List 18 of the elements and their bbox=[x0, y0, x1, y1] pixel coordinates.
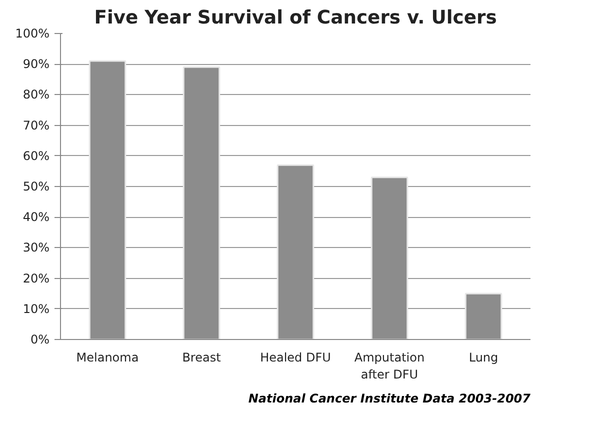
y-tick-label: 50% bbox=[22, 180, 50, 194]
y-tick-label: 100% bbox=[15, 26, 50, 40]
chart-title: Five Year Survival of Cancers v. Ulcers bbox=[94, 8, 497, 28]
y-tick-label: 70% bbox=[22, 118, 50, 132]
text: National Cancer Institute Data 2003-2007 bbox=[248, 392, 532, 406]
y-tick-label: 80% bbox=[22, 88, 50, 102]
x-tick-label: Healed DFU bbox=[260, 350, 331, 364]
y-tick-label: 40% bbox=[22, 210, 50, 224]
x-tick-label: Melanoma bbox=[76, 350, 139, 364]
y-tick-label: 10% bbox=[22, 302, 50, 316]
y-tick-label: 60% bbox=[22, 148, 50, 163]
y-tick-label: 30% bbox=[22, 240, 50, 255]
x-tick-label: Amputation after DFU bbox=[354, 350, 425, 382]
y-tick-label: 0% bbox=[30, 332, 50, 346]
y-tick-label: 20% bbox=[22, 271, 50, 286]
x-tick-label: Lung bbox=[468, 350, 498, 364]
y-tick-label: 90% bbox=[22, 57, 50, 72]
x-tick-label: Breast bbox=[182, 350, 222, 364]
